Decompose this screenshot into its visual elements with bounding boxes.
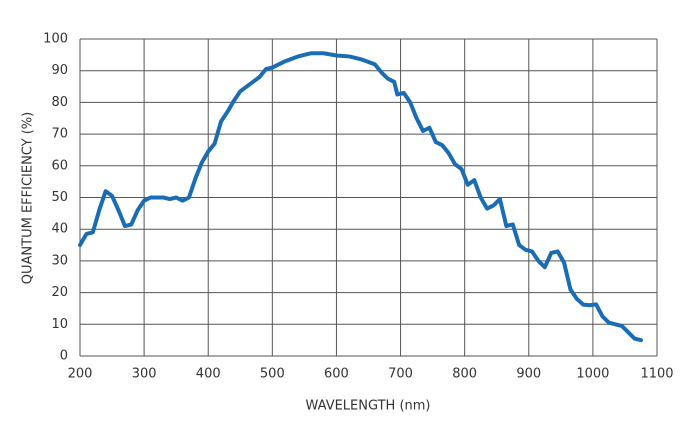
y-tick-label: 40	[51, 222, 68, 237]
x-tick-label: 200	[68, 367, 93, 382]
y-tick-label: 50	[51, 190, 68, 205]
x-tick-label: 1100	[640, 367, 673, 382]
y-tick-label: 70	[51, 127, 68, 142]
y-tick-label: 30	[51, 253, 68, 268]
x-tick-label: 900	[516, 367, 541, 382]
y-axis-label: QUANTUM EFFICIENCY (%)	[21, 112, 36, 284]
x-tick-label: 800	[452, 367, 477, 382]
y-tick-label: 90	[51, 63, 68, 78]
x-tick-label: 500	[260, 367, 285, 382]
y-tick-label: 20	[51, 285, 68, 300]
y-tick-label: 0	[60, 349, 68, 364]
y-tick-label: 80	[51, 95, 68, 110]
y-tick-label: 60	[51, 158, 68, 173]
x-tick-label: 1000	[576, 367, 609, 382]
data-line	[78, 51, 643, 343]
y-tick-label: 10	[51, 317, 68, 332]
y-tick-label: 100	[43, 32, 68, 47]
x-tick-label: 400	[196, 367, 221, 382]
x-tick-label: 300	[132, 367, 157, 382]
x-tick-label: 700	[388, 367, 413, 382]
x-axis-label: WAVELENGTH (nm)	[306, 399, 431, 414]
x-tick-label: 600	[324, 367, 349, 382]
